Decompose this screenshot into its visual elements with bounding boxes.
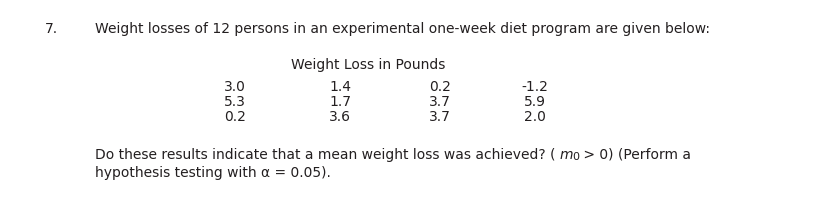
Text: 5.3: 5.3 bbox=[224, 95, 246, 109]
Text: 2.0: 2.0 bbox=[523, 110, 545, 124]
Text: 3.6: 3.6 bbox=[328, 110, 351, 124]
Text: Do these results indicate that a mean weight loss was achieved? (: Do these results indicate that a mean we… bbox=[95, 148, 559, 162]
Text: 3.7: 3.7 bbox=[428, 110, 451, 124]
Text: 0.2: 0.2 bbox=[224, 110, 246, 124]
Text: 3.7: 3.7 bbox=[428, 95, 451, 109]
Text: hypothesis testing with α = 0.05).: hypothesis testing with α = 0.05). bbox=[95, 166, 331, 180]
Text: 0: 0 bbox=[571, 152, 579, 162]
Text: Weight Loss in Pounds: Weight Loss in Pounds bbox=[290, 58, 445, 72]
Text: 7.: 7. bbox=[45, 22, 58, 36]
Text: Weight losses of 12 persons in an experimental one-week diet program are given b: Weight losses of 12 persons in an experi… bbox=[95, 22, 709, 36]
Text: 0.2: 0.2 bbox=[428, 80, 451, 94]
Text: 3.0: 3.0 bbox=[224, 80, 246, 94]
Text: 0: 0 bbox=[571, 152, 579, 162]
Text: 5.9: 5.9 bbox=[523, 95, 545, 109]
Text: > 0) (Perform a: > 0) (Perform a bbox=[579, 148, 691, 162]
Text: 1.4: 1.4 bbox=[328, 80, 351, 94]
Text: m: m bbox=[559, 148, 572, 162]
Text: 1.7: 1.7 bbox=[328, 95, 351, 109]
Text: Do these results indicate that a mean weight loss was achieved? (: Do these results indicate that a mean we… bbox=[95, 148, 559, 162]
Text: -1.2: -1.2 bbox=[521, 80, 547, 94]
